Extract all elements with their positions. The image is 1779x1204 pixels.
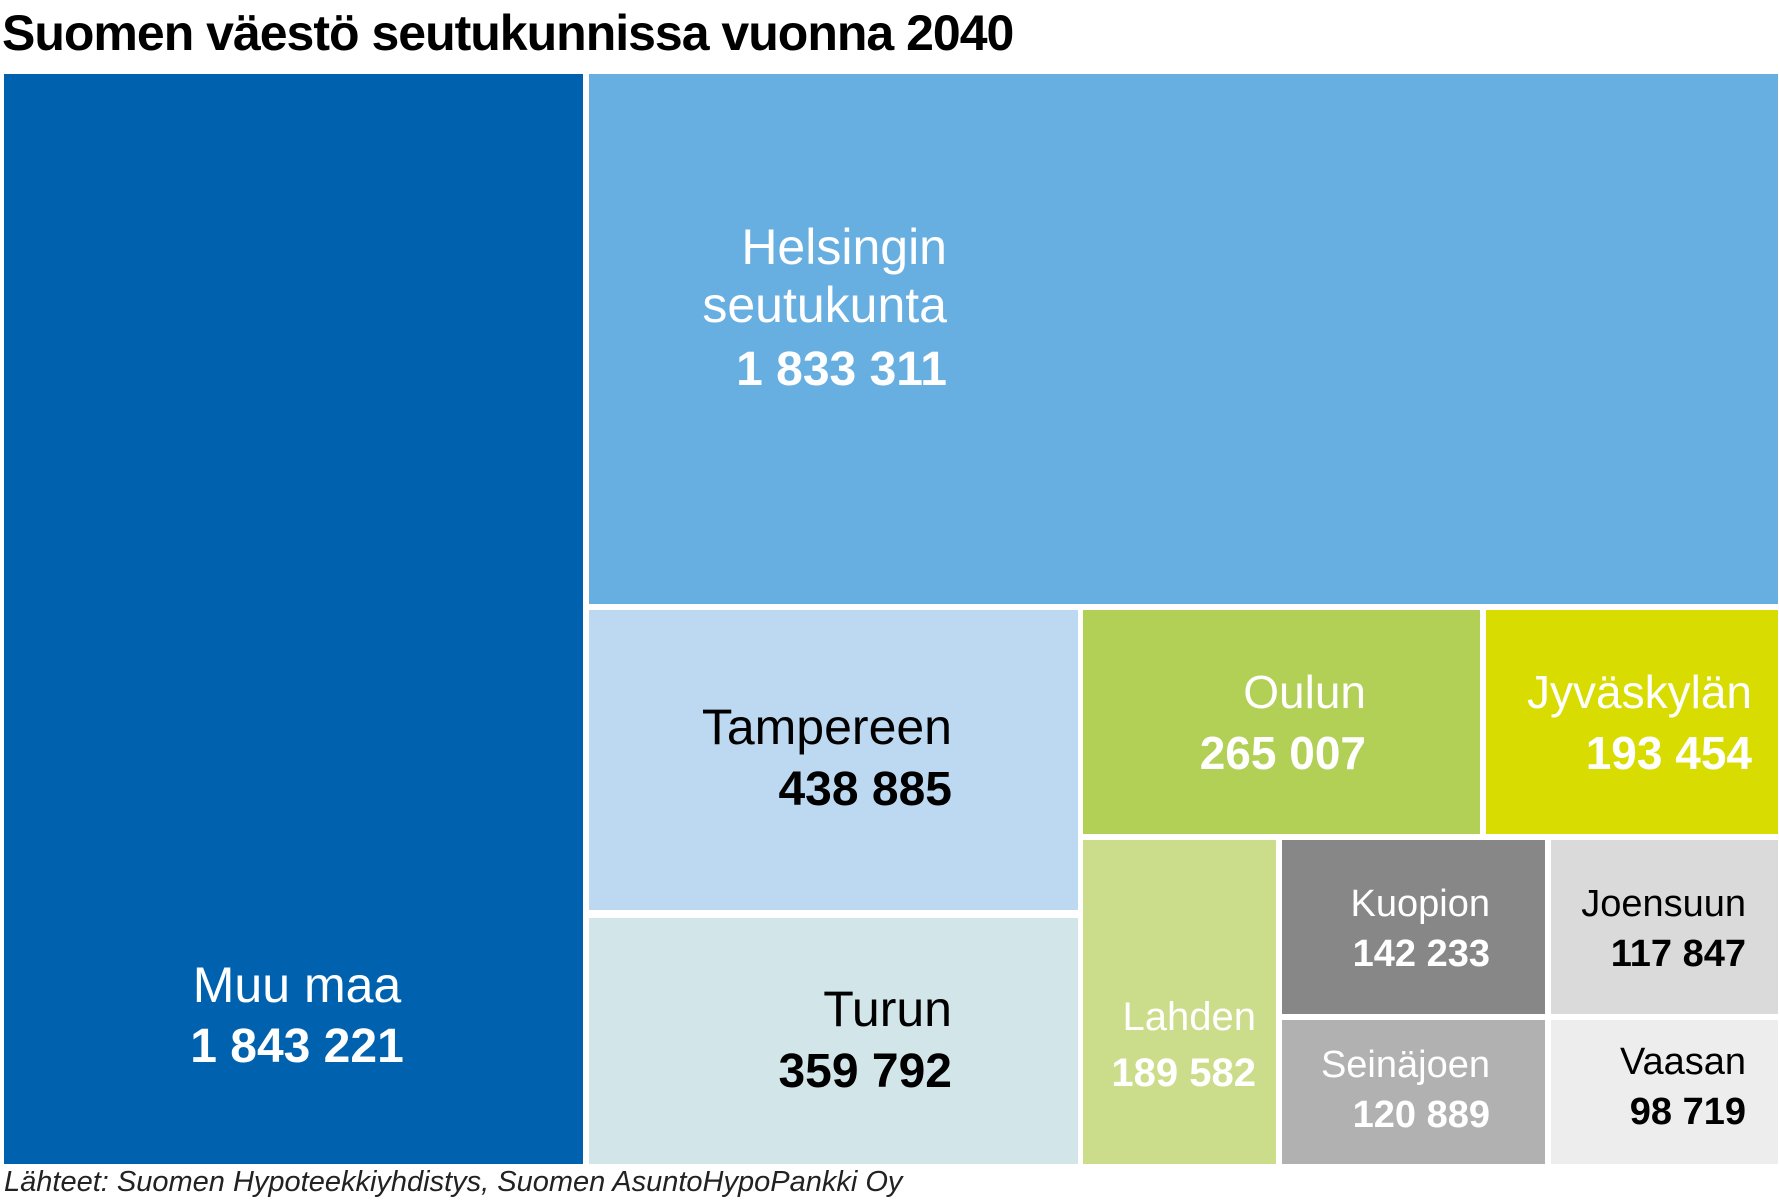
- tile-rect-vaasan: [1551, 1020, 1778, 1164]
- tile-kuopion: Kuopion 142 233: [1282, 840, 1545, 1014]
- chart-title: Suomen väestö seutukunnissa vuonna 2040: [2, 5, 1014, 61]
- tile-value-tampereen: 438 885: [778, 763, 952, 816]
- tile-rect-turun: [589, 918, 1078, 1164]
- tile-label-muu-maa: Muu maa: [193, 957, 402, 1013]
- tile-value-lahden: 189 582: [1111, 1051, 1256, 1095]
- tile-lahden: Lahden 189 582: [1083, 840, 1276, 1164]
- tile-rect-helsingin-seutukunta: [589, 74, 1778, 604]
- tile-value-turun: 359 792: [778, 1045, 952, 1098]
- tile-rect-kuopion: [1282, 840, 1545, 1014]
- tile-rect-oulun: [1083, 610, 1480, 834]
- tile-value-kuopion: 142 233: [1353, 933, 1490, 975]
- tile-label-vaasan: Vaasan: [1620, 1041, 1746, 1083]
- tile-vaasan: Vaasan 98 719: [1551, 1020, 1778, 1164]
- tile-label-tampereen: Tampereen: [702, 699, 952, 755]
- tile-value-seinajoen: 120 889: [1353, 1094, 1490, 1136]
- tile-rect-lahden: [1083, 840, 1276, 1164]
- tile-label-turun: Turun: [823, 981, 952, 1037]
- tile-oulun: Oulun 265 007: [1083, 610, 1480, 834]
- tile-label-lahden: Lahden: [1123, 995, 1256, 1039]
- tile-label-helsingin-seutukunta-1: Helsingin: [741, 219, 947, 275]
- tile-label-oulun: Oulun: [1243, 666, 1366, 718]
- tile-turun: Turun 359 792: [589, 918, 1078, 1164]
- tile-rect-muu-maa: [4, 74, 583, 1164]
- tile-rect-tampereen: [589, 610, 1078, 910]
- tile-label-kuopion: Kuopion: [1351, 883, 1490, 925]
- tile-value-vaasan: 98 719: [1630, 1091, 1746, 1133]
- tile-seinajoen: Seinäjoen 120 889: [1282, 1020, 1545, 1164]
- tile-label-joensuun: Joensuun: [1581, 883, 1746, 925]
- source-note: Lähteet: Suomen Hypoteekkiyhdistys, Suom…: [4, 1166, 903, 1198]
- tile-value-joensuun: 117 847: [1611, 933, 1746, 975]
- tile-value-jyvaskylan: 193 454: [1586, 727, 1753, 779]
- tile-label-seinajoen: Seinäjoen: [1321, 1044, 1490, 1086]
- tile-tampereen: Tampereen 438 885: [589, 610, 1078, 910]
- tile-rect-seinajoen: [1282, 1020, 1545, 1164]
- tile-jyvaskylan: Jyväskylän 193 454: [1486, 610, 1778, 834]
- tile-value-oulun: 265 007: [1200, 727, 1366, 779]
- tile-rect-joensuun: [1551, 840, 1778, 1014]
- tile-value-helsingin-seutukunta: 1 833 311: [736, 343, 947, 396]
- tile-joensuun: Joensuun 117 847: [1551, 840, 1778, 1014]
- tile-value-muu-maa: 1 843 221: [190, 1020, 404, 1073]
- tile-rect-jyvaskylan: [1486, 610, 1778, 834]
- tile-muu-maa: Muu maa 1 843 221: [4, 74, 583, 1164]
- tile-label-jyvaskylan: Jyväskylän: [1527, 666, 1752, 718]
- tile-label-helsingin-seutukunta-2: seutukunta: [702, 277, 947, 333]
